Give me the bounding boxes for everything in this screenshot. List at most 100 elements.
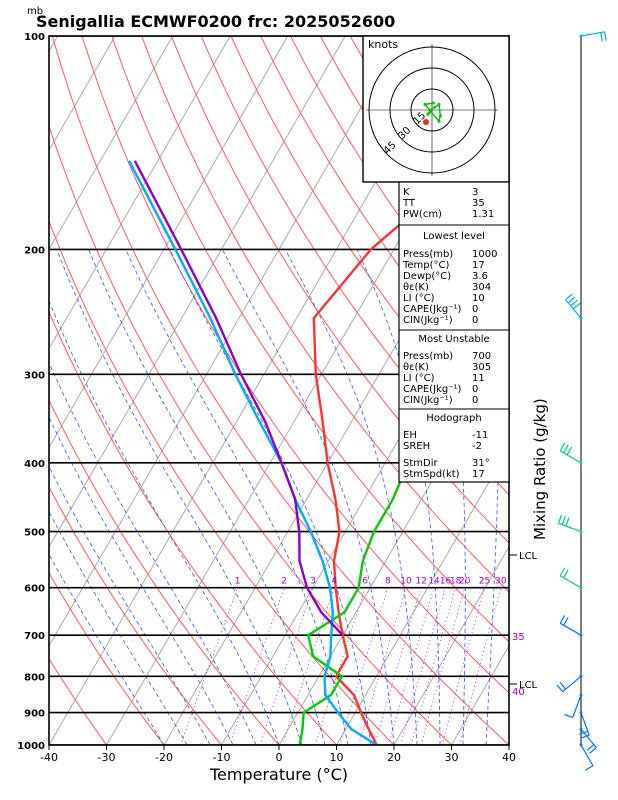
x-tick-label: 0 xyxy=(276,751,283,764)
dry-adiabat-line xyxy=(141,36,509,593)
wind-barb-flag xyxy=(579,730,589,735)
lcl-upper-label: LCL xyxy=(519,551,538,562)
index-value: 1.31 xyxy=(472,209,494,220)
dry-adiabat-line xyxy=(49,310,337,745)
y-tick-label: 600 xyxy=(24,584,45,595)
isotherm-line xyxy=(49,36,289,449)
x-tick-labels: -40 -30 -20 -10 0 10 20 30 40 xyxy=(40,745,516,764)
mixing-ratio-line xyxy=(180,587,239,745)
hodograph-unit: knots xyxy=(368,38,398,51)
dry-adiabat-line xyxy=(200,36,509,496)
index-value: 1000 xyxy=(472,249,497,260)
mixing-ratio-tick-label: 12 xyxy=(415,577,426,587)
dry-adiabat-line xyxy=(49,124,452,745)
dry-adiabat-line xyxy=(49,219,395,745)
index-name: CAPE(Jkg⁻¹) xyxy=(403,304,461,315)
mixing-ratio-tick-label: 14 xyxy=(428,577,440,587)
isotherm-line xyxy=(49,36,231,350)
lcl-markers: LCL LCL 35 40 xyxy=(509,551,538,698)
mixing-ratio-tick-label: 18 xyxy=(450,577,462,587)
index-value: 0 xyxy=(472,384,478,395)
index-name: θε(K) xyxy=(403,362,429,373)
moist-adiabat-line xyxy=(49,299,280,745)
hodograph-point xyxy=(437,119,441,123)
right-axis-label: Mixing Ratio (g/kg) xyxy=(531,398,549,540)
isotherm-line xyxy=(49,36,404,647)
wind-barb-flag xyxy=(559,681,567,690)
index-name: CIN(Jkg⁻¹) xyxy=(403,395,453,406)
index-value: 10 xyxy=(472,293,485,304)
hodograph-point xyxy=(423,102,427,106)
mixing-ratio-tick-label: 2 xyxy=(281,577,287,587)
index-value: 3 xyxy=(472,187,478,198)
mixing-ratio-tick-label: 16 xyxy=(440,577,452,587)
moist-adiabat-line xyxy=(49,553,165,745)
index-value: 304 xyxy=(472,282,491,293)
hodograph-point xyxy=(429,108,433,112)
index-name: PW(cm) xyxy=(403,209,442,220)
wind-barb-dot xyxy=(579,461,583,465)
index-value: 17 xyxy=(472,469,485,480)
x-tick-label: 10 xyxy=(330,751,344,764)
index-value: 35 xyxy=(472,198,485,209)
wind-barb-flag xyxy=(580,734,590,739)
x-tick-label: 30 xyxy=(445,751,459,764)
index-value: 31° xyxy=(472,458,490,469)
wind-barb-shaft xyxy=(558,522,582,533)
index-section-title: Hodograph xyxy=(426,413,481,424)
wind-barb-dot xyxy=(579,530,583,534)
index-section-title: Lowest level xyxy=(423,231,485,242)
isotherm-line xyxy=(508,744,509,745)
lcl-lower-label: LCL xyxy=(519,680,538,691)
hodograph-point xyxy=(438,114,442,118)
moist-adiabat-line xyxy=(49,416,234,745)
x-tick-label: 40 xyxy=(502,751,516,764)
dry-adiabat-line xyxy=(49,657,107,745)
mixing-ratio-line xyxy=(229,587,285,745)
index-name: LI (°C) xyxy=(403,373,435,384)
wind-barb-shaft xyxy=(559,622,582,636)
dry-adiabat-line xyxy=(170,36,509,544)
index-value: 11 xyxy=(472,373,485,384)
wind-barbs xyxy=(556,31,607,771)
hodograph-point xyxy=(427,111,431,115)
index-value: -11 xyxy=(472,430,488,441)
mixing-ratio-tick-label: 25 xyxy=(479,577,490,587)
index-value: 17 xyxy=(472,260,485,271)
index-value: 0 xyxy=(472,315,478,326)
wind-barb-dot xyxy=(579,693,583,697)
wind-barb-flag xyxy=(586,744,595,751)
mixing-ratio-tick-label: 8 xyxy=(385,577,391,587)
wind-barb-flag xyxy=(563,617,569,626)
mixing-ratio-40-label: 40 xyxy=(512,687,525,698)
wind-barb-flag xyxy=(584,765,594,771)
wind-barb-flag xyxy=(572,302,581,310)
wind-barb-flag xyxy=(559,615,566,624)
index-value: 700 xyxy=(472,351,491,362)
wind-barb-flag xyxy=(567,296,576,304)
y-tick-label: 300 xyxy=(24,370,45,381)
profile-line-2 xyxy=(128,160,378,745)
index-name: Dewp(°C) xyxy=(403,271,451,282)
wind-barb-shaft xyxy=(562,675,582,693)
wind-barb-flag xyxy=(600,32,603,42)
mixing-ratio-tick-label: 6 xyxy=(362,577,368,587)
unit-mb-label: mb xyxy=(27,6,43,17)
wind-barb-flag xyxy=(559,567,566,577)
wind-barb-flag xyxy=(589,747,597,754)
y-tick-labels: 1000 900 800 700 600 500 400 300 200 100 xyxy=(17,32,45,752)
mixing-ratio-line xyxy=(411,587,456,745)
dry-adiabat-line xyxy=(81,36,509,694)
storm-motion-marker xyxy=(423,119,429,125)
mixing-ratio-35-label: 35 xyxy=(512,632,525,643)
wind-barb-flag xyxy=(604,31,607,41)
index-name: EH xyxy=(403,430,417,441)
wind-barb-flag xyxy=(566,446,573,456)
dry-adiabat-line xyxy=(111,36,509,643)
wind-barb-shaft xyxy=(572,694,582,718)
index-name: Press(mb) xyxy=(403,249,453,260)
x-tick-label: -30 xyxy=(98,751,116,764)
index-name: LI (°C) xyxy=(403,293,435,304)
